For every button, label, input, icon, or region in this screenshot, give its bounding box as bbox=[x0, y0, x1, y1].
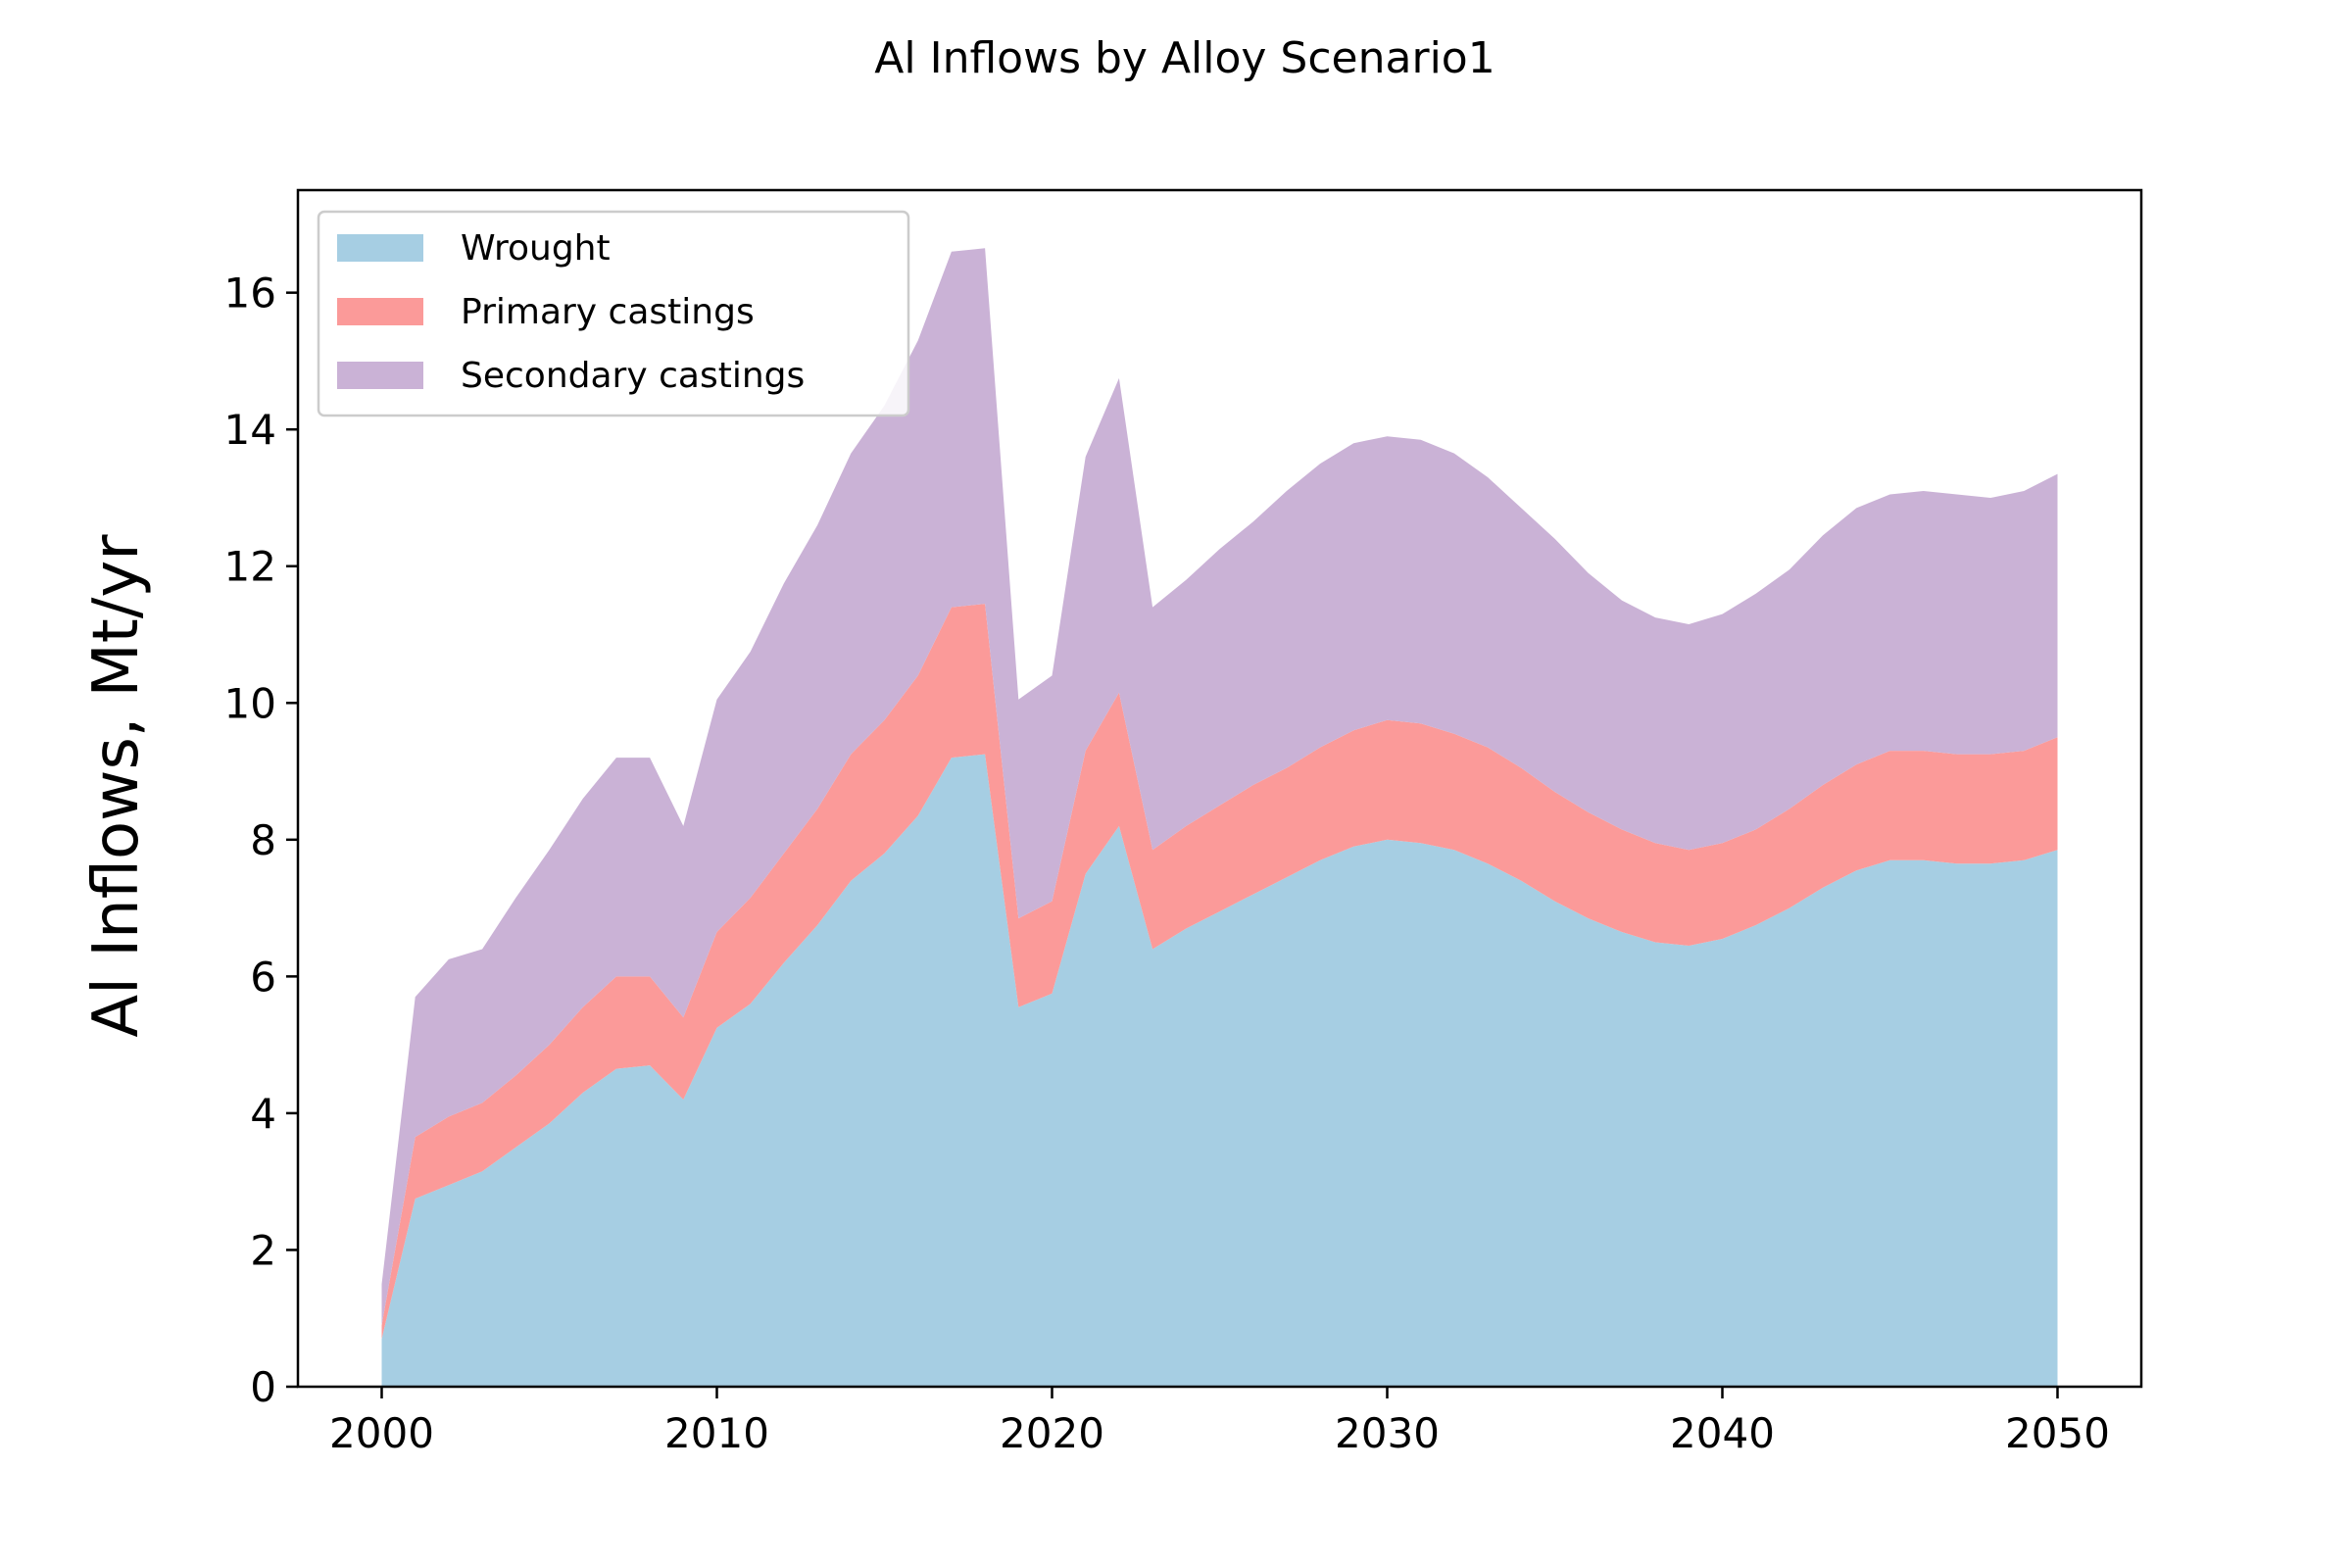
y-axis: 0 2 4 6 8 10 12 14 16 bbox=[224, 270, 298, 1411]
area-wrought bbox=[381, 754, 2058, 1387]
area-series-group bbox=[381, 248, 2058, 1387]
x-tick-label: 2050 bbox=[2005, 1409, 2110, 1457]
legend-label-primary-castings: Primary castings bbox=[461, 292, 755, 332]
y-tick-label: 0 bbox=[250, 1363, 276, 1411]
area-secondary-castings bbox=[381, 248, 2058, 1326]
y-axis-label: Al Inflows, Mt/yr bbox=[80, 534, 153, 1038]
plot-frame bbox=[296, 188, 2143, 1389]
chart-title: Al Inflows by Alloy Scenario1 bbox=[874, 33, 1494, 83]
legend-swatch-secondary-castings bbox=[337, 362, 423, 389]
x-tick-label: 2010 bbox=[664, 1409, 769, 1457]
x-tick-label: 2030 bbox=[1335, 1409, 1440, 1457]
legend-box bbox=[317, 210, 910, 417]
area-primary-castings bbox=[381, 604, 2058, 1340]
y-tick-label: 10 bbox=[224, 679, 276, 727]
x-tick-label: 2020 bbox=[1000, 1409, 1104, 1457]
y-tick-label: 14 bbox=[224, 406, 276, 454]
legend-swatch-wrought bbox=[337, 234, 423, 262]
legend-label-wrought: Wrought bbox=[461, 228, 611, 269]
legend: Wrought Primary castings Secondary casting… bbox=[317, 210, 910, 417]
x-tick-label: 2000 bbox=[329, 1409, 434, 1457]
legend-swatch-primary-castings bbox=[337, 298, 423, 325]
y-tick-label: 4 bbox=[250, 1090, 276, 1138]
y-tick-label: 6 bbox=[250, 953, 276, 1001]
x-tick-label: 2040 bbox=[1670, 1409, 1775, 1457]
y-tick-label: 16 bbox=[224, 270, 276, 318]
y-tick-label: 12 bbox=[224, 543, 276, 591]
y-tick-label: 8 bbox=[250, 816, 276, 864]
x-axis: 2000 2010 2020 2030 2040 2050 bbox=[329, 1387, 2110, 1457]
legend-label-secondary-castings: Secondary castings bbox=[461, 356, 805, 396]
y-tick-label: 2 bbox=[250, 1226, 276, 1274]
